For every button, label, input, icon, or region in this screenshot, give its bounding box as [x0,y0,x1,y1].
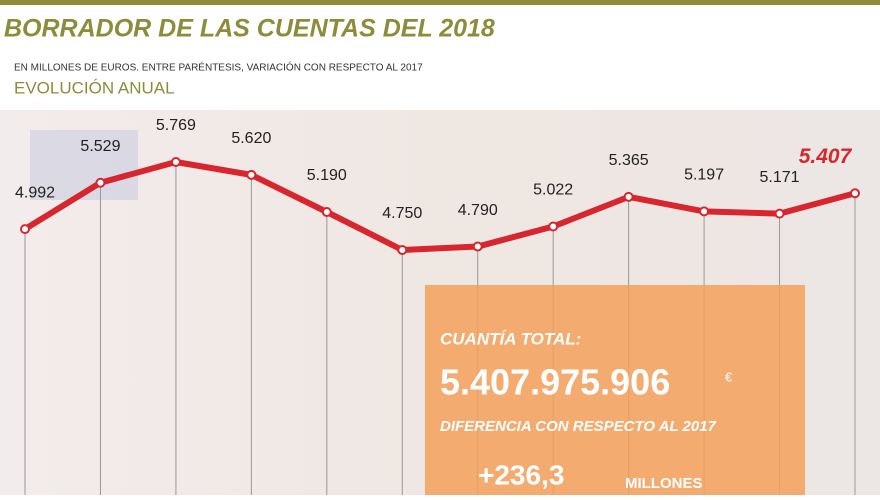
data-point [95,177,106,188]
summary-diff: +236,3 [478,459,564,490]
data-point [623,191,634,202]
data-label: 5.190 [307,167,347,184]
top-rule [0,0,880,5]
summary-currency: € [725,369,733,384]
data-point [20,224,30,235]
data-label: 5.407 [799,145,853,168]
data-label: 4.992 [15,184,55,201]
data-point [548,221,559,232]
data-label: 5.197 [684,167,724,184]
data-label: 4.750 [382,205,422,222]
summary-box [425,285,805,495]
data-point [850,188,860,199]
data-point [472,241,483,252]
summary-label: CUANTÍA TOTAL: [440,329,581,348]
section-title: EVOLUCIÓN ANUAL [14,78,175,97]
data-point [699,206,710,217]
data-point [246,169,257,180]
data-point [397,245,408,255]
data-point [774,208,785,219]
banknote-flag [30,130,138,200]
data-point [321,207,332,218]
data-label: 5.529 [80,138,120,155]
data-label: 5.171 [760,169,800,186]
data-label: 4.790 [458,202,498,219]
summary-diff-unit: MILLONES [625,475,703,492]
data-label: 5.365 [609,152,649,169]
chart-title: BORRADOR DE LAS CUENTAS DEL 2018 [4,15,495,43]
data-point [170,157,181,167]
data-line [23,159,856,253]
data-label: 5.022 [533,182,573,199]
data-label: 5.769 [156,117,196,134]
summary-diff-label: DIFERENCIA CON RESPECTO AL 2017 [440,418,717,435]
subtitle: EN MILLONES DE EUROS. ENTRE PARÉNTESIS, … [14,61,423,74]
data-label: 5.620 [231,130,271,147]
summary-total: 5.407.975.906 [440,362,670,403]
